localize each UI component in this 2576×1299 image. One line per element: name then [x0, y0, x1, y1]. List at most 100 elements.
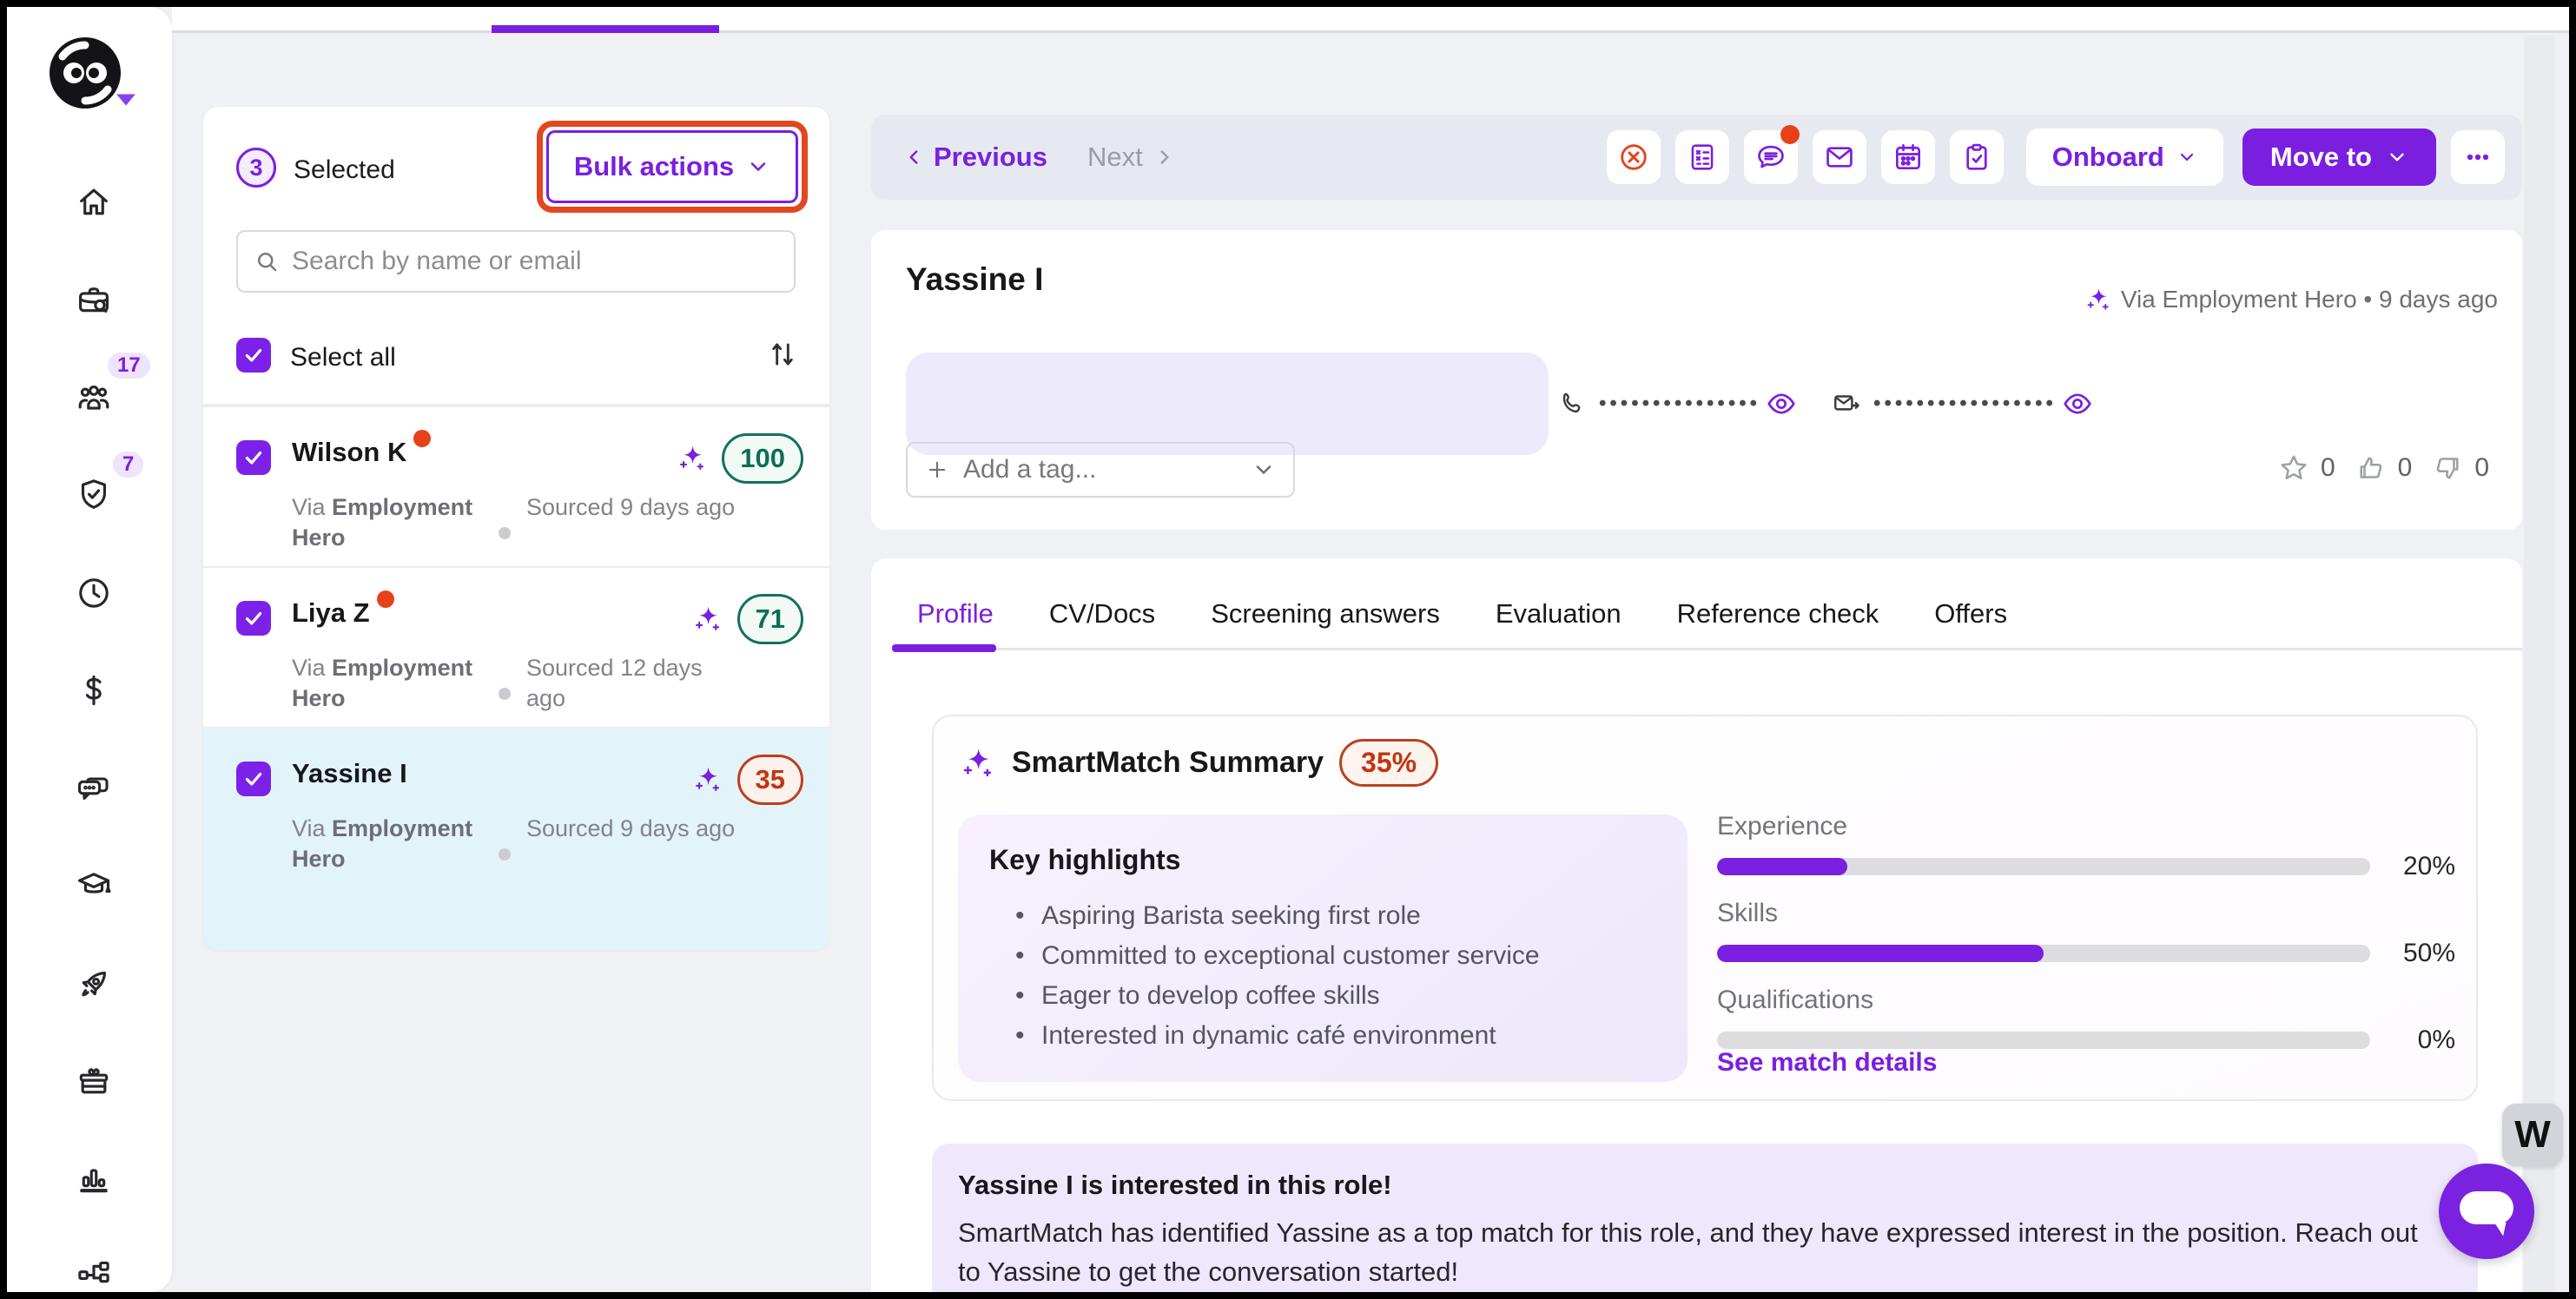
add-tag-dropdown[interactable]: Add a tag...	[906, 442, 1295, 498]
row-checkbox[interactable]	[236, 440, 271, 475]
candidate-ratings: 0 0 0	[2278, 452, 2498, 484]
check-icon	[242, 768, 265, 790]
sidebar-item-history[interactable]	[75, 574, 113, 612]
add-tag-placeholder: Add a tag...	[963, 455, 1097, 484]
smartmatch-score-badge: 71	[736, 594, 803, 644]
chat-bubble-tail	[2489, 1219, 2507, 1236]
logo-dropdown-caret-icon[interactable]	[115, 92, 137, 108]
search-placeholder: Search by name or email	[292, 247, 582, 275]
mail-icon	[1823, 141, 1856, 174]
more-actions-button[interactable]	[2451, 130, 2505, 184]
tab-profile[interactable]: Profile	[917, 598, 994, 629]
people-count-badge: 17	[108, 353, 150, 379]
active-tab-indicator	[492, 25, 719, 33]
candidate-row-wilson-k[interactable]: Wilson K 100 Via Employment Hero Sourced…	[203, 406, 829, 566]
masked-phone-value: •••••••••••••••	[1599, 392, 1761, 415]
email-button[interactable]	[1812, 130, 1866, 184]
row-checkbox[interactable]	[236, 762, 271, 796]
thumbs-down-icon[interactable]	[2432, 452, 2463, 484]
star-icon[interactable]	[2278, 452, 2309, 484]
sidebar-item-pay[interactable]	[75, 671, 113, 709]
reject-candidate-button[interactable]	[1606, 130, 1661, 184]
briefcase-search-icon	[75, 281, 113, 320]
notification-dot	[1780, 125, 1800, 144]
gift-icon	[75, 1062, 113, 1100]
candidate-source: Via Employment Hero	[292, 815, 473, 872]
selected-count-badge: 3	[236, 148, 276, 188]
smartmatch-sparkle-icon	[2084, 286, 2112, 313]
screen: 17 7 3 Selected Bulk actions	[7, 7, 2569, 1292]
sidebar-item-reports[interactable]	[75, 1160, 113, 1198]
next-button[interactable]: Next	[1087, 142, 1176, 173]
bulk-actions-annotation: Bulk actions	[537, 121, 808, 213]
metric-value: 20%	[2402, 852, 2455, 880]
checklist-icon	[1686, 141, 1719, 174]
w-widget-button[interactable]: W	[2502, 1104, 2563, 1166]
sidebar-item-people[interactable]	[75, 379, 113, 417]
move-to-button[interactable]: Move to	[2242, 129, 2436, 186]
smartmatch-score-badge: 100	[722, 433, 803, 484]
chevron-down-icon	[746, 155, 770, 179]
banner-title: Yassine I is interested in this role!	[958, 1170, 1392, 1200]
employment-hero-logo[interactable]	[45, 33, 125, 113]
check-icon	[242, 344, 265, 366]
candidate-source: Via Employment Hero	[292, 494, 473, 551]
sidebar: 17 7	[7, 7, 172, 1292]
unread-dot	[376, 590, 394, 608]
bulk-actions-button[interactable]: Bulk actions	[546, 130, 798, 203]
select-all-checkbox[interactable]	[236, 338, 271, 373]
reveal-email-button[interactable]	[2062, 388, 2093, 419]
highlight-item: Eager to develop coffee skills	[1010, 976, 1540, 1016]
sidebar-item-org-chart[interactable]	[75, 1256, 113, 1292]
experience-progress-bar	[1717, 858, 2370, 875]
tab-cv-docs[interactable]: CV/Docs	[1048, 598, 1156, 629]
sms-button[interactable]	[1743, 125, 1800, 184]
schedule-button[interactable]	[1880, 130, 1935, 184]
candidate-row-liya-z[interactable]: Liya Z 71 Via Employment Hero Sourced 12…	[203, 566, 829, 727]
smartmatch-sparkle-icon	[692, 603, 723, 635]
tab-offers[interactable]: Offers	[1934, 598, 2008, 629]
check-icon	[242, 446, 265, 469]
metric-label: Experience	[1717, 812, 1848, 841]
tasks-button[interactable]	[1949, 130, 2004, 184]
phone-icon	[1557, 389, 1587, 419]
sidebar-item-messages[interactable]	[75, 769, 113, 808]
chat-bubbles-icon	[75, 769, 113, 808]
row-checkbox[interactable]	[236, 601, 271, 636]
key-highlights-list: Aspiring Barista seeking first role Comm…	[1010, 896, 1540, 1056]
sidebar-item-approvals[interactable]	[75, 476, 113, 514]
qualifications-progress-bar	[1717, 1032, 2370, 1049]
divider	[203, 404, 829, 406]
previous-button[interactable]: Previous	[902, 142, 1047, 173]
tab-evaluation[interactable]: Evaluation	[1495, 598, 1622, 629]
metric-value: 0%	[2417, 1025, 2455, 1054]
candidate-toolbar: Previous Next Onboard Move to	[871, 115, 2522, 200]
active-tab-underline	[892, 644, 996, 652]
see-match-details-link[interactable]: See match details	[1717, 1048, 1938, 1077]
sidebar-item-home[interactable]	[75, 183, 113, 221]
candidate-list-panel: 3 Selected Bulk actions Search by name o…	[203, 107, 829, 950]
reject-icon	[1617, 141, 1650, 174]
clipboard-check-icon	[1960, 141, 1993, 174]
sidebar-item-launch[interactable]	[75, 965, 113, 1003]
scrollbar-track[interactable]	[2524, 36, 2555, 1292]
tab-screening-answers[interactable]: Screening answers	[1211, 598, 1440, 629]
candidate-row-yassine-i[interactable]: Yassine I 35 Via Employment Hero Sourced…	[203, 727, 829, 950]
candidate-sourced-date: Sourced 9 days ago	[526, 815, 736, 841]
thumbs-up-icon[interactable]	[2355, 452, 2387, 484]
email-forward-icon	[1832, 389, 1861, 419]
rocket-icon	[75, 965, 113, 1003]
clock-icon	[75, 574, 113, 612]
sidebar-item-benefits[interactable]	[75, 1062, 113, 1100]
sidebar-item-jobs[interactable]	[75, 281, 113, 320]
chat-widget-button[interactable]	[2439, 1164, 2534, 1259]
onboard-button[interactable]: Onboard	[2025, 129, 2223, 186]
eye-icon	[2062, 388, 2093, 419]
separator-dot	[499, 688, 511, 700]
search-input[interactable]: Search by name or email	[236, 230, 796, 293]
sort-icon[interactable]	[766, 338, 799, 371]
sidebar-item-learning[interactable]	[75, 867, 113, 905]
reveal-phone-button[interactable]	[1766, 388, 1797, 419]
screening-button[interactable]	[1674, 130, 1729, 184]
tab-reference-check[interactable]: Reference check	[1676, 598, 1879, 629]
